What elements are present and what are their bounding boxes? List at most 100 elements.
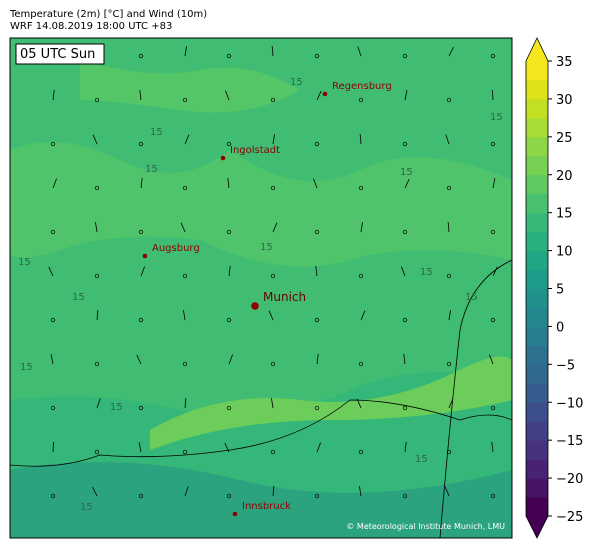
calm-marker xyxy=(94,361,100,367)
wind-barb xyxy=(228,266,231,277)
subtitle: WRF 14.08.2019 18:00 UTC +83 xyxy=(10,21,172,32)
wind-barb xyxy=(272,222,278,233)
wind-barb xyxy=(316,90,322,101)
alpine-area xyxy=(10,462,512,538)
calm-marker xyxy=(138,229,144,235)
calm-marker xyxy=(402,229,408,235)
calm-marker xyxy=(182,449,188,455)
colorbar-tick-label: −20 xyxy=(556,472,583,487)
calm-marker xyxy=(138,317,144,323)
calm-marker xyxy=(402,405,408,411)
contour-label: 15 xyxy=(80,502,93,513)
wind-barb xyxy=(224,442,230,453)
calm-marker xyxy=(94,449,100,455)
calm-marker xyxy=(138,493,144,499)
contour-label: 15 xyxy=(145,164,158,175)
calm-marker xyxy=(182,185,188,191)
colorbar-band xyxy=(526,117,548,138)
calm-marker xyxy=(446,273,452,279)
wind-barb xyxy=(96,398,101,409)
colorbar-tick-label: 5 xyxy=(556,283,564,298)
calm-marker xyxy=(490,493,496,499)
colorbar-band xyxy=(526,288,548,308)
colorbar-band xyxy=(526,61,548,81)
wind-barb xyxy=(225,90,230,101)
colorbar-band xyxy=(526,307,548,327)
calm-marker xyxy=(358,273,364,279)
colorbar: −25 −20 −15 −10 −5 0 5 10 15 20 25 30 35 xyxy=(525,37,583,539)
wind-barb xyxy=(404,90,408,101)
border xyxy=(10,399,512,467)
time-label: 05 UTC Sun xyxy=(20,47,95,62)
colorbar-band xyxy=(526,79,548,100)
calm-marker xyxy=(358,449,364,455)
wind-barb xyxy=(316,354,319,365)
wind-barb xyxy=(136,354,142,365)
colorbar-band xyxy=(526,478,548,498)
wind-barb xyxy=(492,178,496,189)
cities: Regensburg Ingolstadt Augsburg Munich Innsbr… xyxy=(18,77,503,517)
title: Temperature (2m) [°C] and Wind (10m) xyxy=(9,9,207,20)
calm-marker xyxy=(94,97,100,103)
calm-marker xyxy=(226,405,232,411)
warm-area xyxy=(150,356,512,450)
contour-label: 15 xyxy=(260,242,273,253)
wind-barb xyxy=(52,90,55,101)
colorbar-tick-label: 10 xyxy=(556,245,573,260)
calm-marker xyxy=(50,229,56,235)
time-box xyxy=(15,43,105,65)
wind-barb xyxy=(403,354,406,365)
calm-marker xyxy=(446,449,452,455)
calm-marker xyxy=(358,185,364,191)
colorbar-band xyxy=(526,402,548,422)
calm-marker xyxy=(226,141,232,147)
calm-marker xyxy=(138,141,144,147)
wind-barb xyxy=(271,46,274,57)
wind-barb xyxy=(183,310,186,321)
wind-barb xyxy=(138,442,142,453)
city-dot xyxy=(251,302,259,310)
calm-marker xyxy=(402,53,408,59)
calm-marker xyxy=(50,317,56,323)
contour-label: 15 xyxy=(72,292,85,303)
colorbar-tick-label: −15 xyxy=(556,434,583,449)
wind-barb xyxy=(489,354,494,365)
wind-barb xyxy=(52,441,54,453)
calm-marker xyxy=(314,405,320,411)
wind-barb xyxy=(445,134,450,145)
city-dot xyxy=(142,253,148,259)
contour-label: 15 xyxy=(290,77,303,88)
credit: © Meteorological Institute Munich, LMU xyxy=(346,522,505,531)
colorbar-band xyxy=(526,383,548,403)
city-label: Regensburg xyxy=(332,81,392,92)
colorbar-tick-label: 25 xyxy=(556,131,573,146)
calm-marker xyxy=(490,405,496,411)
wind-barb xyxy=(95,222,98,233)
colorbar-band xyxy=(526,250,548,271)
wind-barb xyxy=(140,178,143,189)
wind-barb xyxy=(96,310,99,321)
city-dot xyxy=(322,91,328,97)
wind-barb xyxy=(448,398,454,409)
calm-marker xyxy=(314,229,320,235)
contour-label: 15 xyxy=(18,257,31,268)
calm-marker xyxy=(402,141,408,147)
border xyxy=(439,259,512,538)
wind-barb xyxy=(492,89,494,101)
wind-barb xyxy=(359,486,362,497)
calm-marker xyxy=(270,361,276,367)
wind-barb xyxy=(448,310,451,321)
calm-marker xyxy=(358,97,364,103)
wind-barb xyxy=(404,178,410,189)
colorbar-band xyxy=(526,269,548,289)
colorbar-band xyxy=(526,98,548,119)
warm-area xyxy=(80,60,300,113)
colorbar-band xyxy=(526,364,548,384)
wind-barb xyxy=(272,134,275,145)
colorbar-tick-label: 30 xyxy=(556,93,573,108)
colorbar-tick-label: 15 xyxy=(556,207,573,222)
calm-marker xyxy=(490,317,496,323)
contour-label: 15 xyxy=(20,362,33,373)
